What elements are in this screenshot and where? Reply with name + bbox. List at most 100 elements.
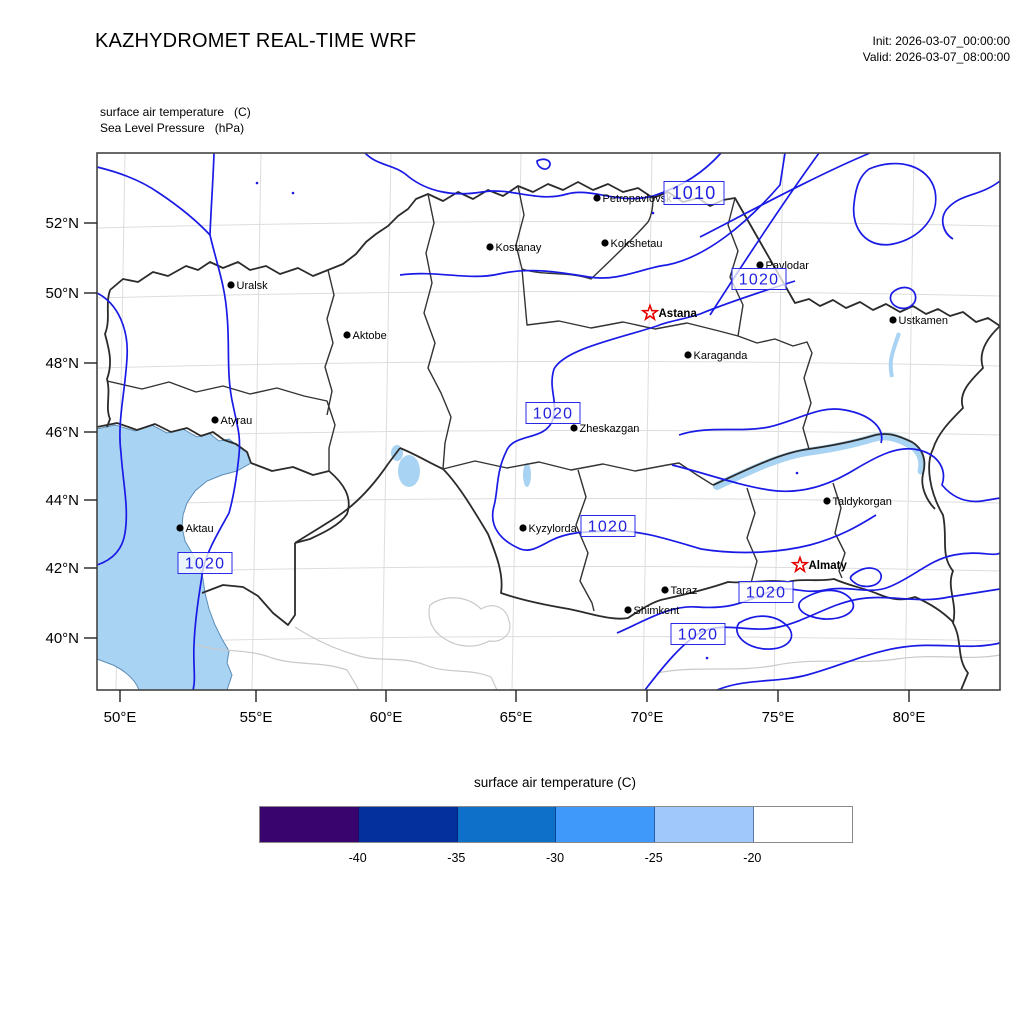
- city-dot-icon: [519, 524, 527, 532]
- river-irtysh: [888, 332, 901, 378]
- isobar-label-box: [738, 581, 794, 603]
- y-axis-tick-label: 46°N: [45, 424, 79, 441]
- isobar-specks: [255, 181, 799, 660]
- isobar-label-box: [731, 268, 787, 290]
- city-dot-icon: [601, 239, 609, 247]
- colorbar: [259, 806, 853, 843]
- y-axis-tick-label: 50°N: [45, 285, 79, 302]
- init-time: Init: 2026-03-07_00:00:00: [872, 34, 1010, 48]
- x-axis-tick-label: 70°E: [631, 709, 664, 726]
- city-label: Shimkent: [634, 605, 680, 617]
- city-label: Uralsk: [237, 280, 269, 292]
- city-label: Astana: [659, 308, 698, 320]
- isobar-label-value: 1020: [588, 519, 628, 536]
- city-marker-kostanay: Kostanay: [486, 242, 542, 254]
- isobar-label: 1010: [663, 181, 725, 205]
- neighbor-borders: [196, 597, 1001, 691]
- isobar-label: 1020: [177, 552, 233, 574]
- city-marker-kokshetau: Kokshetau: [601, 238, 662, 250]
- x-axis-tick-label: 60°E: [370, 709, 403, 726]
- field-line-pressure: Sea Level Pressure (hPa): [100, 121, 245, 135]
- colorbar-tick-label: -25: [644, 851, 663, 865]
- city-label: Taraz: [671, 585, 698, 597]
- colorbar-segment: [260, 807, 359, 842]
- isobar-label-value: 1020: [678, 627, 718, 644]
- city-label: Aktau: [186, 523, 214, 535]
- colorbar-tick-labels: -40 -35 -30 -25 -20: [259, 851, 851, 867]
- city-marker-aktobe: Aktobe: [343, 330, 387, 342]
- city-label: Kyzylorda: [529, 523, 578, 535]
- city-dot-icon: [486, 243, 494, 251]
- isobar-label: 1020: [525, 402, 581, 424]
- city-dot-icon: [570, 424, 578, 432]
- city-marker-petropavlovsk: Petropavlovsk: [593, 193, 672, 205]
- axes: 50°E 55°E 60°E 65°E 70°E 75°E 80°E 52°N 50°N 48°N…: [45, 215, 925, 726]
- y-axis-tick-label: 52°N: [45, 215, 79, 232]
- city-marker-taldykorgan: Taldykorgan: [823, 496, 892, 508]
- y-axis-tick-label: 40°N: [45, 630, 79, 647]
- city-marker-ustkamen: Ustkamen: [889, 315, 948, 327]
- run-timestamps: Init: 2026-03-07_00:00:00 Valid: 2026-03…: [863, 33, 1010, 65]
- isobar-label: 1020: [731, 268, 787, 290]
- y-axis-tick-label: 42°N: [45, 560, 79, 577]
- city-marker-zheskazgan: Zheskazgan: [570, 423, 639, 435]
- lake-balkhash: [713, 432, 926, 490]
- city-marker-kyzylorda: Kyzylorda: [519, 523, 578, 535]
- isobar-label-box: [663, 181, 725, 205]
- city-marker-atyrau: Atyrau: [211, 415, 252, 427]
- oblast-borders: [106, 185, 846, 612]
- field-line-temperature: surface air temperature (C): [100, 105, 251, 119]
- colorbar-tick-label: -40: [348, 851, 367, 865]
- isobar-label: 1020: [738, 581, 794, 603]
- isobar-label-box: [580, 515, 636, 537]
- kazakhstan-borders: [96, 181, 1001, 691]
- y-axis-tick-label: 48°N: [45, 355, 79, 372]
- city-marker-taraz: Taraz: [661, 585, 697, 597]
- city-dot-icon: [823, 497, 831, 505]
- colorbar-tick-label: -30: [545, 851, 565, 865]
- city-label: Karaganda: [694, 350, 749, 362]
- isobar-label-value: 1020: [746, 585, 786, 602]
- capital-star-icon: [790, 555, 810, 574]
- x-axis-tick-label: 80°E: [893, 709, 926, 726]
- isobar-label-value: 1020: [185, 556, 225, 573]
- isobar-label-value: 1010: [672, 183, 717, 203]
- city-marker-aktau: Aktau: [176, 523, 214, 535]
- field-description: surface air temperature (C) Sea Level Pr…: [100, 104, 251, 136]
- city-label: Kostanay: [496, 242, 542, 254]
- colorbar-segment: [358, 807, 458, 842]
- capital-star-icon: [640, 303, 660, 322]
- city-label: Zheskazgan: [580, 423, 640, 435]
- city-label: Petropavlovsk: [603, 193, 673, 205]
- y-axis-tick-label: 44°N: [45, 492, 79, 509]
- city-dot-icon: [227, 281, 235, 289]
- city-label: Aktobe: [353, 330, 387, 342]
- isobar-label-box: [177, 552, 233, 574]
- city-marker-shimkent: Shimkent: [624, 605, 679, 617]
- city-dot-icon: [661, 586, 669, 594]
- x-axis-tick-label: 50°E: [104, 709, 137, 726]
- city-label: Kokshetau: [611, 238, 663, 250]
- x-axis-tick-label: 65°E: [500, 709, 533, 726]
- isobar-label: 1020: [670, 623, 726, 645]
- x-axis-tick-label: 55°E: [240, 709, 273, 726]
- city-label: Atyrau: [221, 415, 253, 427]
- x-axis-tick-label: 75°E: [762, 709, 795, 726]
- map-frame: [96, 152, 1001, 691]
- colorbar-tick-label: -35: [447, 851, 466, 865]
- city-dot-icon: [624, 606, 632, 614]
- valid-time: Valid: 2026-03-07_08:00:00: [862, 50, 1010, 64]
- isobar-label-value: 1020: [533, 406, 573, 423]
- colorbar-segment: [754, 807, 852, 842]
- city-label: Taldykorgan: [833, 496, 892, 508]
- city-marker-almaty: Almaty: [790, 555, 847, 574]
- city-dot-icon: [684, 351, 692, 359]
- colorbar-segment: [655, 807, 755, 842]
- isobar-label-box: [525, 402, 581, 424]
- city-dot-icon: [593, 194, 601, 202]
- page-title: KAZHYDROMET REAL-TIME WRF: [95, 30, 417, 52]
- graticule: [96, 152, 1001, 691]
- colorbar-tick-label: -20: [743, 851, 762, 865]
- colorbar-segment: [457, 807, 557, 842]
